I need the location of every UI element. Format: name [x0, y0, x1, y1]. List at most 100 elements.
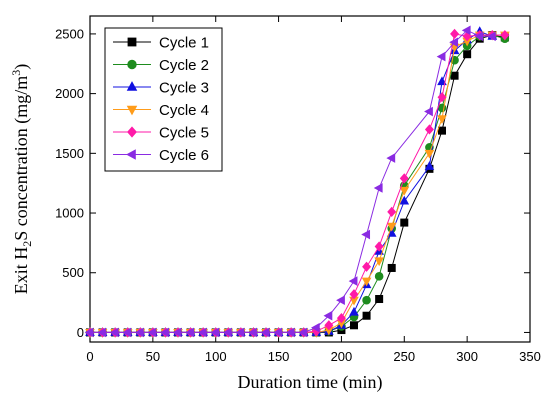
data-point: [362, 295, 371, 305]
data-point: [424, 106, 433, 117]
data-point: [248, 327, 257, 338]
legend-marker: [127, 126, 137, 138]
legend-label: Cycle 2: [159, 57, 209, 74]
data-point: [298, 327, 308, 338]
legend-box: [104, 27, 223, 172]
data-point: [461, 25, 471, 36]
data-point: [172, 327, 182, 338]
x-tick-label: 300: [456, 349, 478, 364]
legend-entry: Cycle 3: [113, 80, 209, 97]
data-point: [400, 218, 409, 227]
data-point: [97, 327, 107, 338]
y-tick-label: 2000: [55, 86, 84, 101]
series-6: [84, 25, 496, 338]
y-axis-title-subscript: 2: [20, 241, 34, 247]
x-tick-label: 50: [146, 349, 160, 364]
y-axis-title-middle: S concentration (mg/m: [11, 76, 32, 241]
data-point: [349, 321, 358, 330]
data-point: [260, 327, 270, 338]
data-point: [450, 71, 459, 80]
legend-entry: Cycle 6: [113, 147, 209, 164]
data-point: [437, 76, 447, 86]
x-tick-label: 150: [268, 349, 290, 364]
data-point: [235, 327, 245, 338]
y-tick-label: 500: [62, 265, 84, 280]
data-point: [386, 153, 396, 163]
data-point: [373, 183, 383, 193]
legend-label: Cycle 6: [159, 147, 209, 164]
data-point: [197, 327, 207, 338]
x-tick-label: 350: [519, 349, 541, 364]
legend-marker: [126, 81, 138, 91]
x-tick-label: 200: [331, 349, 353, 364]
data-point: [349, 289, 359, 300]
data-point: [437, 115, 447, 125]
legend-marker: [127, 59, 137, 70]
data-point: [374, 272, 384, 281]
y-axis-title-superscript: 3: [9, 70, 23, 76]
data-point: [374, 257, 384, 267]
data-point: [437, 126, 446, 135]
y-tick-label: 0: [77, 325, 84, 340]
y-axis-title: Exit H2S concentration (mg/m3): [9, 64, 34, 294]
data-point: [134, 327, 144, 338]
data-point: [362, 261, 372, 272]
data-point: [436, 51, 446, 62]
y-axis-title-suffix: ): [11, 64, 32, 70]
data-point: [109, 327, 119, 338]
legend-label: Cycle 4: [159, 102, 209, 119]
legend-label: Cycle 5: [159, 125, 209, 142]
data-point: [424, 161, 435, 170]
x-tick-label: 100: [205, 349, 227, 364]
data-point: [462, 31, 472, 42]
legend-entry: Cycle 4: [113, 102, 209, 119]
data-point: [147, 327, 157, 338]
data-point: [210, 327, 220, 338]
legend-marker: [126, 105, 138, 116]
data-point: [185, 327, 195, 338]
data-point: [361, 277, 372, 287]
data-point: [399, 173, 409, 184]
data-point: [463, 50, 472, 59]
data-point: [474, 31, 484, 42]
y-tick-label: 1500: [55, 146, 84, 161]
y-tick-label: 1000: [55, 206, 84, 221]
data-point: [399, 186, 410, 196]
data-point: [449, 37, 459, 48]
x-tick-label: 250: [393, 349, 415, 364]
data-point: [424, 149, 435, 159]
data-point: [437, 92, 447, 103]
data-point: [324, 320, 334, 331]
data-point: [500, 30, 510, 41]
x-tick-label: 0: [86, 349, 93, 364]
legend-entry: Cycle 2: [113, 57, 209, 74]
data-point: [348, 276, 358, 286]
legend-marker: [126, 149, 136, 160]
y-axis-title-prefix: Exit H: [11, 247, 31, 295]
legend-marker: [127, 37, 137, 47]
legend-label: Cycle 1: [159, 35, 209, 52]
data-point: [450, 28, 460, 40]
y-tick-label: 2500: [55, 26, 84, 41]
data-point: [424, 124, 434, 135]
data-point: [285, 327, 295, 338]
legend-entry: Cycle 5: [113, 125, 209, 142]
data-point: [361, 229, 371, 240]
data-point: [375, 295, 384, 304]
data-point: [84, 327, 94, 338]
legend-entry: Cycle 1: [113, 35, 209, 52]
data-point: [323, 310, 333, 321]
data-point: [399, 195, 410, 205]
data-point: [160, 327, 169, 338]
x-axis-title: Duration time (min): [238, 372, 383, 393]
data-point: [349, 306, 359, 316]
data-point: [387, 263, 396, 272]
data-point: [336, 313, 346, 324]
data-point: [387, 206, 397, 217]
data-point: [222, 327, 232, 338]
data-point: [310, 322, 320, 333]
data-point: [374, 241, 384, 252]
legend-label: Cycle 3: [159, 80, 209, 97]
data-point: [362, 311, 371, 320]
